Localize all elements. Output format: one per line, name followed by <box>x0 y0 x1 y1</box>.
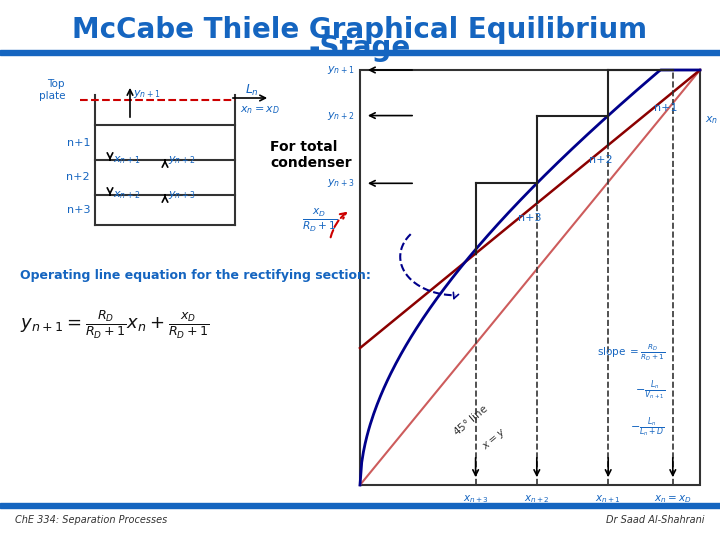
Text: For total
condenser: For total condenser <box>270 140 351 170</box>
Text: $x_n=x_D$: $x_n=x_D$ <box>654 493 691 505</box>
Text: n+3: n+3 <box>66 205 90 215</box>
Text: $y_{n+2}$: $y_{n+2}$ <box>328 110 355 122</box>
Text: $\frac{x_D}{R_D+1}$: $\frac{x_D}{R_D+1}$ <box>302 206 338 234</box>
Text: -Stage: -Stage <box>309 34 411 62</box>
Bar <box>0 503 720 508</box>
Text: $x_n=x_D$: $x_n=x_D$ <box>705 114 720 126</box>
Text: ChE 334: Separation Processes: ChE 334: Separation Processes <box>15 515 167 525</box>
Text: n+2: n+2 <box>66 172 90 183</box>
Text: $L_n$: $L_n$ <box>245 83 259 98</box>
Text: n+2: n+2 <box>590 154 613 165</box>
Text: n+3: n+3 <box>518 213 541 224</box>
Bar <box>360 70 700 485</box>
Text: $y_{n+1}$: $y_{n+1}$ <box>328 64 355 76</box>
Text: $x = y$: $x = y$ <box>480 427 509 454</box>
Text: $-\frac{L_n}{L_n+D}$: $-\frac{L_n}{L_n+D}$ <box>630 415 665 439</box>
Text: $45°$ line: $45°$ line <box>450 402 490 438</box>
Text: $x_n=x_D$: $x_n=x_D$ <box>240 104 280 116</box>
Text: $x_{n+2}$: $x_{n+2}$ <box>524 493 549 505</box>
Text: $-\frac{L_n}{V_{n+1}}$: $-\frac{L_n}{V_{n+1}}$ <box>634 377 665 402</box>
Text: $y_{n+3}$: $y_{n+3}$ <box>328 177 355 190</box>
Text: n+1: n+1 <box>654 103 678 112</box>
Text: $y_{n+2}$: $y_{n+2}$ <box>168 154 196 166</box>
Text: $x_{n+3}$: $x_{n+3}$ <box>463 493 489 505</box>
Text: Top
plate: Top plate <box>38 79 65 101</box>
Text: slope $= \frac{R_D}{R_D+1}$: slope $= \frac{R_D}{R_D+1}$ <box>597 342 665 363</box>
Text: Operating line equation for the rectifying section:: Operating line equation for the rectifyi… <box>20 268 371 281</box>
Bar <box>0 50 720 55</box>
Text: $x_{n+1}$: $x_{n+1}$ <box>595 493 621 505</box>
Text: $x_{n+1}$: $x_{n+1}$ <box>113 154 140 166</box>
Text: $y_{n+1}$: $y_{n+1}$ <box>133 89 161 100</box>
Text: $y_{n+3}$: $y_{n+3}$ <box>168 189 196 201</box>
Text: Dr Saad Al-Shahrani: Dr Saad Al-Shahrani <box>606 515 705 525</box>
Text: $y_{n+1} = \frac{R_D}{R_D+1} x_n + \frac{x_D}{R_D+1}$: $y_{n+1} = \frac{R_D}{R_D+1} x_n + \frac… <box>20 309 210 341</box>
Text: McCabe Thiele Graphical Equilibrium: McCabe Thiele Graphical Equilibrium <box>73 16 647 44</box>
Text: $x_{n+2}$: $x_{n+2}$ <box>113 189 140 201</box>
Text: n+1: n+1 <box>66 138 90 147</box>
